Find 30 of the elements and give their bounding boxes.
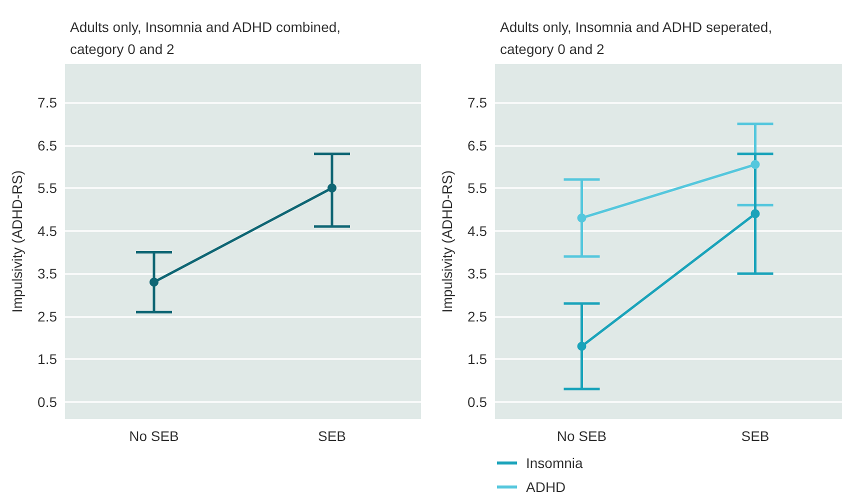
y-tick-label: 5.5 (468, 180, 488, 196)
y-tick-label: 0.5 (38, 394, 58, 410)
x-tick-label: SEB (318, 428, 346, 444)
x-tick-label: No SEB (129, 428, 179, 444)
y-tick-label: 7.5 (38, 94, 58, 110)
y-tick-label: 4.5 (38, 222, 58, 239)
y-tick-label: 6.5 (38, 137, 58, 154)
y-tick-label: 5.5 (38, 180, 58, 196)
x-tick-label: No SEB (556, 428, 607, 444)
point (750, 209, 760, 218)
y-axis-title: Impulsivity (ADHD-RS) (9, 170, 25, 313)
legend-label: Insomnia (526, 455, 584, 471)
y-tick-label: 7.5 (468, 94, 488, 110)
chart-title: Adults only, Insomnia and ADHD combined, category 0 and 2 (70, 19, 344, 57)
y-tick-label: 2.5 (468, 308, 488, 324)
x-tick-label: SEB (741, 428, 770, 444)
y-tick-label: 3.5 (468, 266, 488, 282)
y-tick-label: 2.5 (38, 308, 58, 324)
legend-label: ADHD (526, 479, 566, 495)
chart-title: Adults only, Insomnia and ADHD seperated, category 0 and 2 (500, 19, 776, 57)
y-tick-label: 1.5 (38, 351, 58, 368)
y-tick-label: 1.5 (468, 351, 488, 368)
y-tick-label: 3.5 (38, 266, 58, 282)
y-axis-title: Impulsivity (ADHD-RS) (439, 170, 455, 313)
point (750, 160, 760, 170)
y-tick-label: 0.5 (468, 394, 488, 410)
y-tick-label: 4.5 (468, 222, 488, 239)
y-tick-label: 6.5 (468, 137, 488, 154)
point (577, 213, 586, 222)
point (577, 342, 586, 351)
